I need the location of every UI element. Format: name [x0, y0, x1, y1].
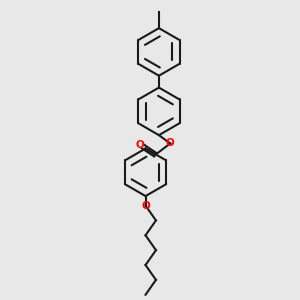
Text: O: O — [166, 139, 175, 148]
Text: O: O — [136, 140, 144, 150]
Text: O: O — [141, 201, 150, 211]
